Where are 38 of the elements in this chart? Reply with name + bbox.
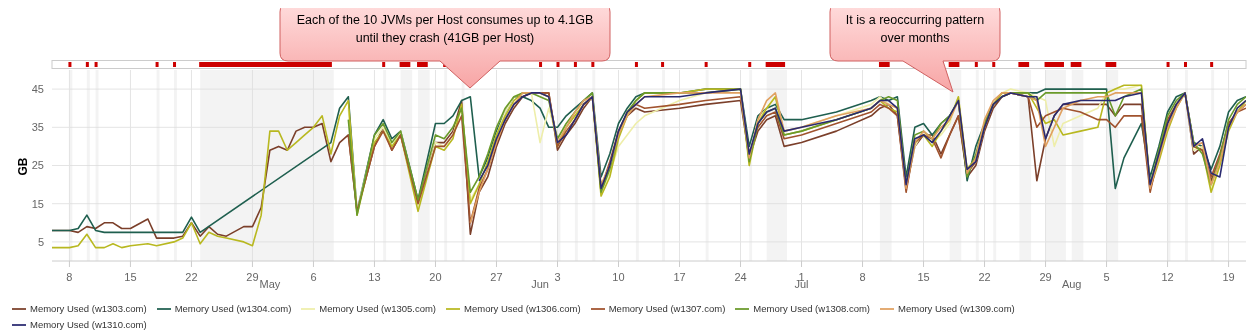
x-tick-label: 17 — [673, 271, 686, 283]
legend-label: Memory Used (w1307.com) — [608, 303, 726, 314]
x-tick-label: 22 — [978, 271, 991, 283]
y-tick-label: 15 — [31, 197, 44, 210]
y-tick-label: 25 — [31, 159, 44, 172]
legend-label: Memory Used (w1305.com) — [319, 303, 437, 314]
legend-label: Memory Used (w1309.com) — [898, 303, 1015, 314]
x-tick-label: 22 — [185, 271, 198, 283]
x-tick-label: 10 — [612, 271, 625, 283]
x-tick-label: 15 — [124, 271, 137, 283]
x-tick-label: 5 — [1103, 271, 1110, 283]
x-tick-label: 13 — [368, 271, 381, 283]
x-tick-label: 12 — [1161, 271, 1174, 283]
x-tick-label: 6 — [310, 271, 317, 283]
x-tick-label: 27 — [490, 271, 503, 283]
x-tick-label: 29 — [246, 271, 259, 283]
y-tick-label: 35 — [31, 121, 44, 134]
x2-tick-label: May — [259, 278, 281, 290]
legend-label: Memory Used (w1308.com) — [753, 303, 871, 314]
x-tick-label: 29 — [1039, 271, 1052, 283]
legend-label: Memory Used (w1306.com) — [464, 303, 581, 314]
x-tick-label: 8 — [859, 271, 866, 283]
x-tick-label: 20 — [429, 271, 442, 283]
y-tick-label: 45 — [31, 83, 44, 95]
text: Each of the 10 JVMs per Host consumes up to 4.1GB until they crash (41GB per Host) — [295, 12, 595, 47]
x2-tick-label: Jun — [531, 278, 549, 290]
y-tick-label: 5 — [37, 235, 44, 248]
x-tick-label: 19 — [1222, 271, 1235, 283]
text: It is a reoccurring pattern over months — [844, 12, 986, 47]
legend-label: Memory Used (w1310.com) — [30, 319, 147, 330]
legend-label: Memory Used (w1304.com) — [174, 303, 292, 314]
x2-tick-label: Aug — [1061, 278, 1082, 290]
x-tick-label: 8 — [66, 271, 73, 283]
legend-label: Memory Used (w1303.com) — [30, 303, 147, 314]
x-tick-label: 3 — [554, 271, 561, 283]
x-tick-label: 15 — [917, 271, 930, 283]
y-axis-title: GB — [16, 157, 31, 176]
x-tick-label: 24 — [734, 271, 747, 283]
